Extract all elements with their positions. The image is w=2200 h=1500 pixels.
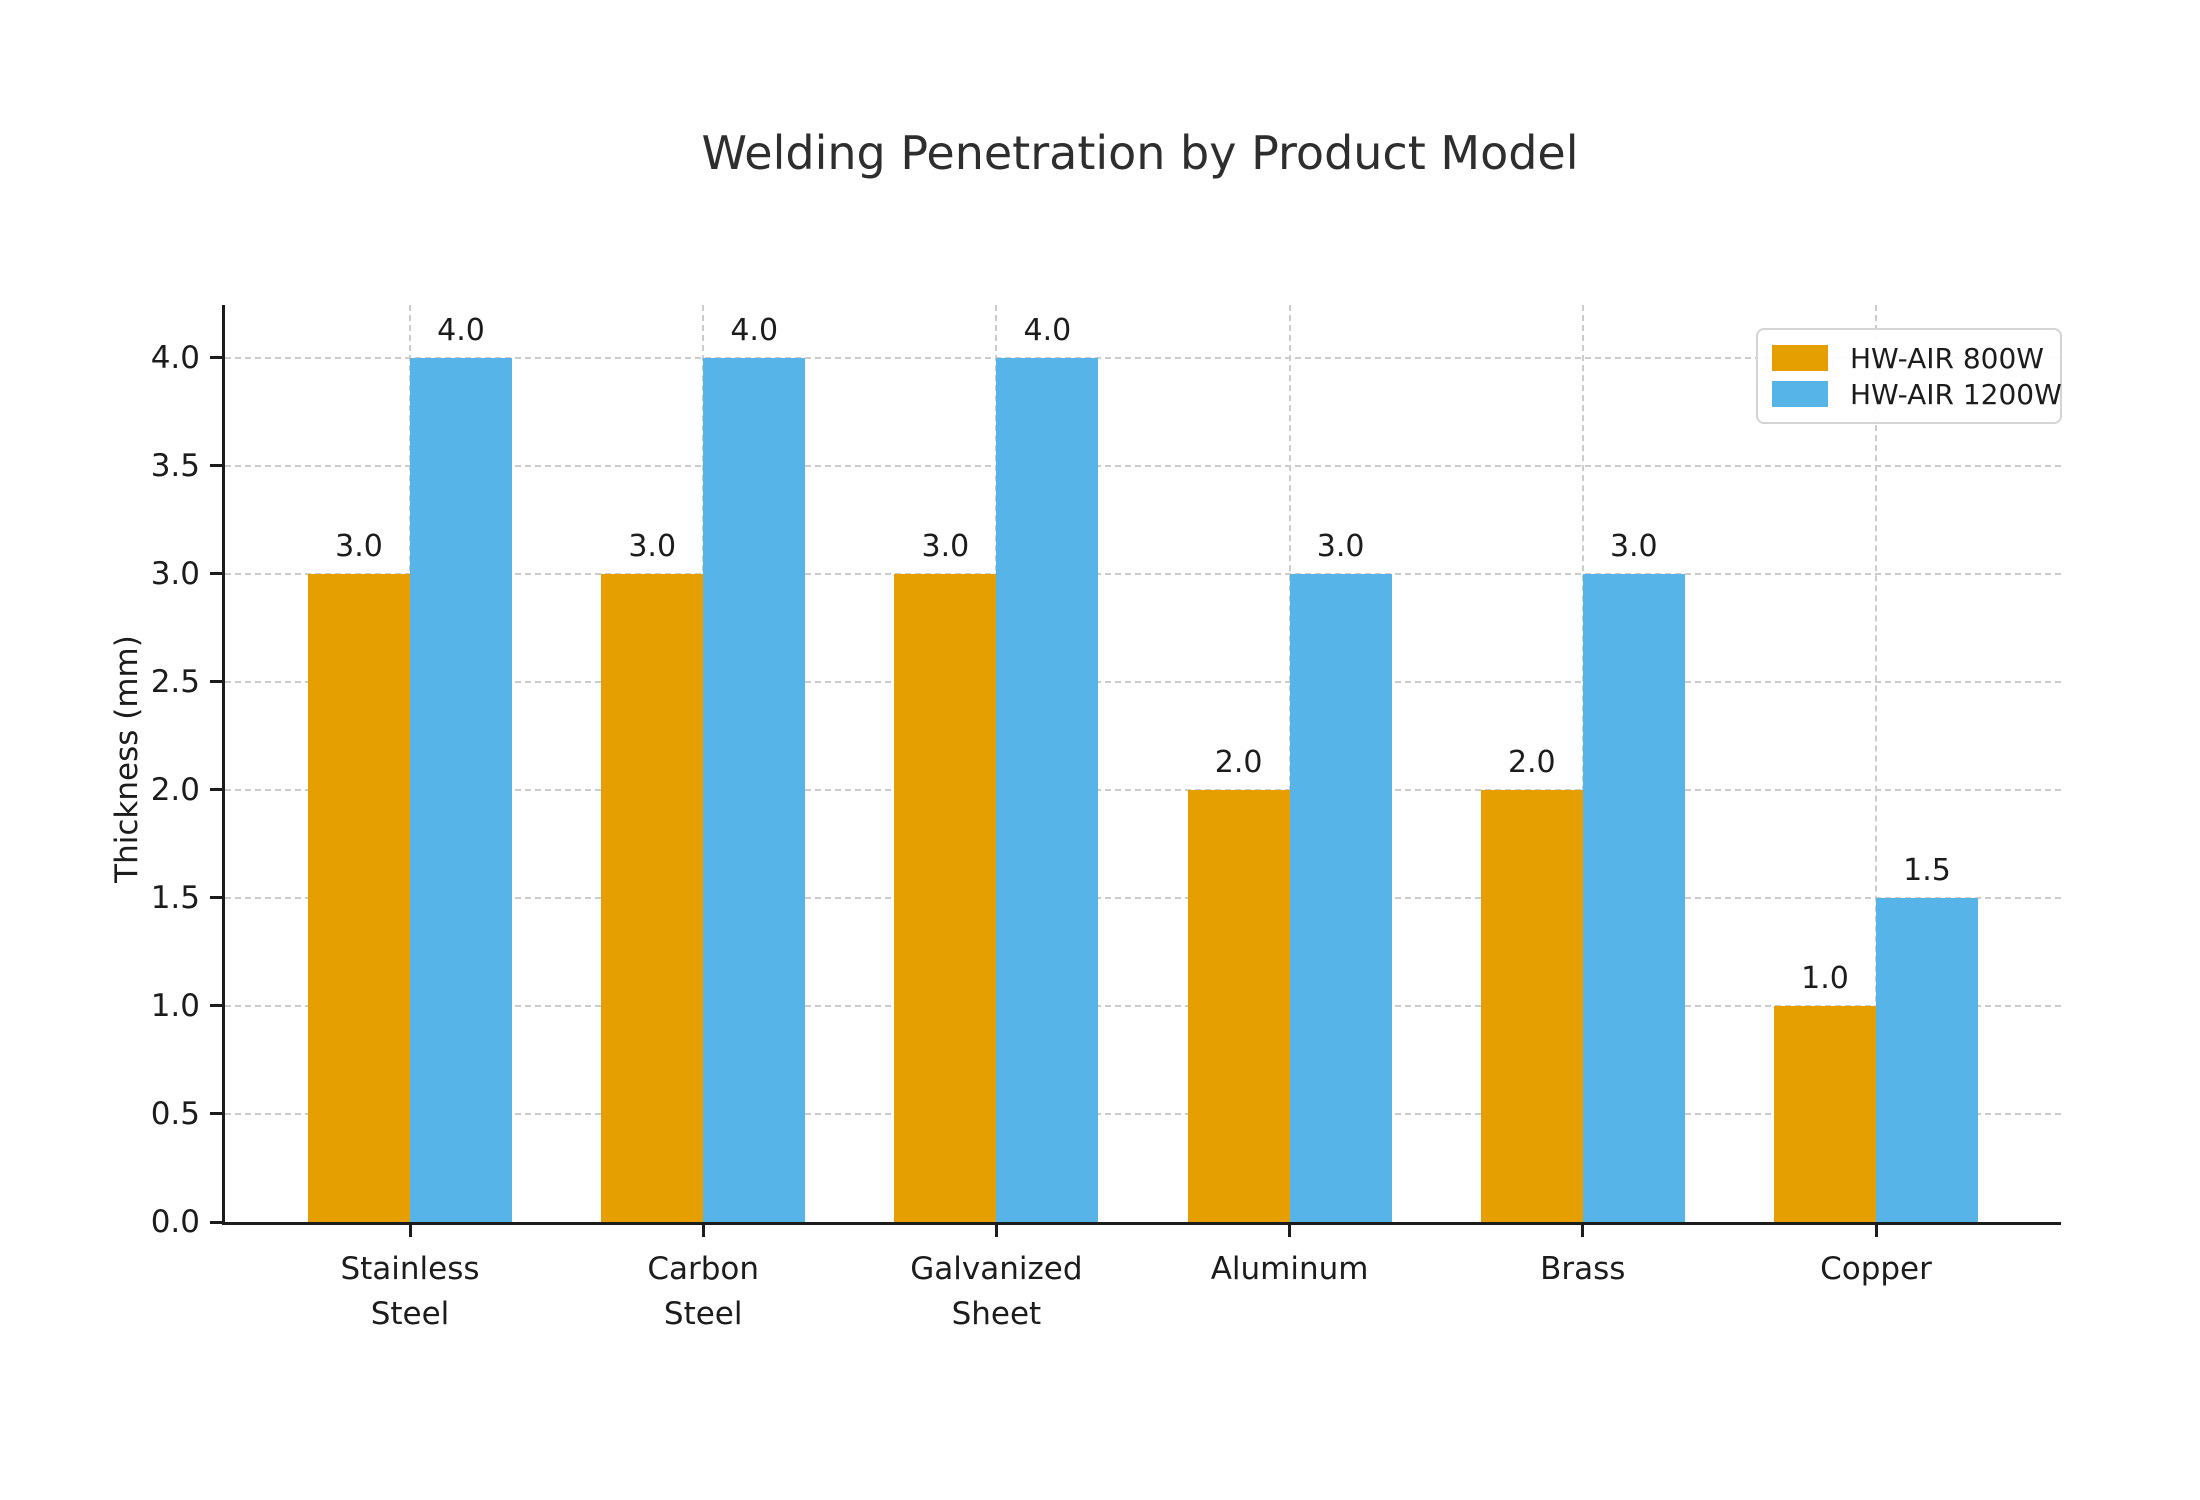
y-tick-3.5 [210, 464, 222, 468]
bar-hw-air-800w-galvanized-sheet [894, 573, 997, 1222]
x-tick-brass [1581, 1225, 1585, 1237]
y-tick-0.5 [210, 1112, 222, 1116]
y-tick-0.0 [210, 1220, 222, 1224]
bar-hw-air-1200w-copper [1876, 897, 1978, 1222]
x-tick-label-stainless-steel: Stainless Steel [340, 1251, 480, 1332]
plot-area: 3.0 3.0 3.0 2.0 2.0 1.0 4.0 4.0 4.0 3.0 3.0 1.5 0.0… [151, 305, 2061, 1332]
x-tick-label-copper: Copper [1820, 1251, 1932, 1287]
bar-value-hw-air-800w-brass: 2.0 [1507, 744, 1556, 780]
y-axis-title: Thickness (mm) [109, 635, 145, 883]
bar-hw-air-800w-aluminum [1187, 789, 1290, 1222]
gridline-v-copper [1875, 305, 1877, 1222]
y-tick-4.0 [210, 356, 222, 360]
bar-hw-air-1200w-aluminum [1289, 573, 1392, 1222]
bar-hw-air-800w-copper [1774, 1005, 1876, 1222]
x-tick-label-aluminum: Aluminum [1210, 1251, 1369, 1287]
x-tick-galvanized-sheet [994, 1225, 998, 1237]
gridline-h-1.0 [225, 1004, 2061, 1007]
bar-value-hw-air-800w-carbon-steel: 3.0 [628, 528, 677, 564]
y-tick-2.5 [210, 680, 222, 684]
gridline-h-0.5 [225, 1113, 2061, 1115]
bar-value-hw-air-1200w-copper: 1.5 [1903, 852, 1951, 888]
y-tick-label-0.0: 0.0 [150, 1204, 200, 1240]
gridline-h-2.0 [225, 788, 2061, 791]
bar-value-hw-air-1200w-brass: 3.0 [1609, 528, 1658, 564]
bar-value-hw-air-800w-stainless-steel: 3.0 [335, 528, 383, 564]
y-tick-label-3.5: 3.5 [150, 447, 200, 484]
bar-hw-air-1200w-stainless-steel [410, 357, 512, 1222]
x-axis-ticks: Stainless Steel Carbon Steel Galvanized Sh… [225, 305, 2061, 1332]
legend-item-hw-air-1200w: HW-AIR 1200W [1772, 376, 2062, 412]
x-tick-label-brass: Brass [1540, 1251, 1626, 1287]
y-tick-label-0.5: 0.5 [150, 1095, 200, 1132]
y-tick-2.0 [210, 788, 222, 792]
x-tick-copper [1874, 1225, 1878, 1237]
bar-hw-air-1200w-galvanized-sheet [996, 357, 1099, 1222]
gridline-h-3.0 [225, 572, 2061, 575]
gridline-h-1.5 [225, 896, 2061, 899]
y-tick-label-2.0: 2.0 [150, 771, 200, 808]
gridline-h-2.5 [225, 680, 2061, 683]
chart-title: Welding Penetration by Product Model [701, 126, 1579, 180]
y-tick-label-4.0: 4.0 [150, 339, 200, 376]
legend-swatch-hw-air-800w [1772, 345, 1828, 371]
bar-value-hw-air-1200w-carbon-steel: 4.0 [730, 312, 779, 348]
y-tick-label-2.5: 2.5 [150, 663, 200, 700]
y-tick-label-1.0: 1.0 [150, 987, 200, 1024]
bar-value-hw-air-1200w-aluminum: 3.0 [1316, 528, 1365, 564]
legend: HW-AIR 800W HW-AIR 1200W [1756, 328, 2062, 424]
bar-value-hw-air-800w-copper: 1.0 [1801, 960, 1849, 996]
bar-hw-air-1200w-brass [1582, 573, 1685, 1222]
y-tick-label-3.0: 3.0 [150, 555, 200, 592]
bar-hw-air-1200w-carbon-steel [703, 357, 806, 1222]
x-tick-label-galvanized-sheet: Galvanized Sheet [910, 1251, 1083, 1332]
bar-hw-air-800w-carbon-steel [601, 573, 704, 1222]
y-tick-3.0 [210, 572, 222, 576]
y-tick-1.0 [210, 1004, 222, 1008]
bar-value-hw-air-1200w-stainless-steel: 4.0 [437, 312, 485, 348]
bar-value-hw-air-800w-aluminum: 2.0 [1214, 744, 1263, 780]
bar-layer: 3.0 3.0 3.0 2.0 2.0 1.0 4.0 4.0 4.0 3.0 3.0 1.5 [225, 305, 2061, 1222]
x-tick-stainless-steel [408, 1225, 412, 1237]
bar-hw-air-800w-stainless-steel [308, 573, 410, 1222]
legend-swatch-hw-air-1200w [1772, 381, 1828, 407]
y-tick-label-1.5: 1.5 [150, 879, 200, 916]
legend-item-hw-air-800w: HW-AIR 800W [1772, 340, 2046, 376]
bar-hw-air-800w-brass [1480, 789, 1583, 1222]
x-tick-label-carbon-steel: Carbon Steel [647, 1251, 760, 1332]
y-tick-1.5 [210, 896, 222, 900]
x-tick-aluminum [1288, 1225, 1292, 1237]
bar-value-hw-air-1200w-galvanized-sheet: 4.0 [1023, 312, 1072, 348]
y-axis-ticks: 0.0 0.5 1.0 1.5 2.0 2.5 3.0 3.5 4.0 [151, 305, 2061, 1240]
gridline-h-4.0 [225, 356, 2061, 359]
bar-value-hw-air-800w-galvanized-sheet: 3.0 [921, 528, 970, 564]
legend-label-hw-air-1200w: HW-AIR 1200W [1850, 377, 2062, 411]
gridline-h-3.5 [225, 464, 2061, 467]
legend-label-hw-air-800w: HW-AIR 800W [1850, 341, 2044, 375]
x-tick-carbon-steel [701, 1225, 705, 1237]
